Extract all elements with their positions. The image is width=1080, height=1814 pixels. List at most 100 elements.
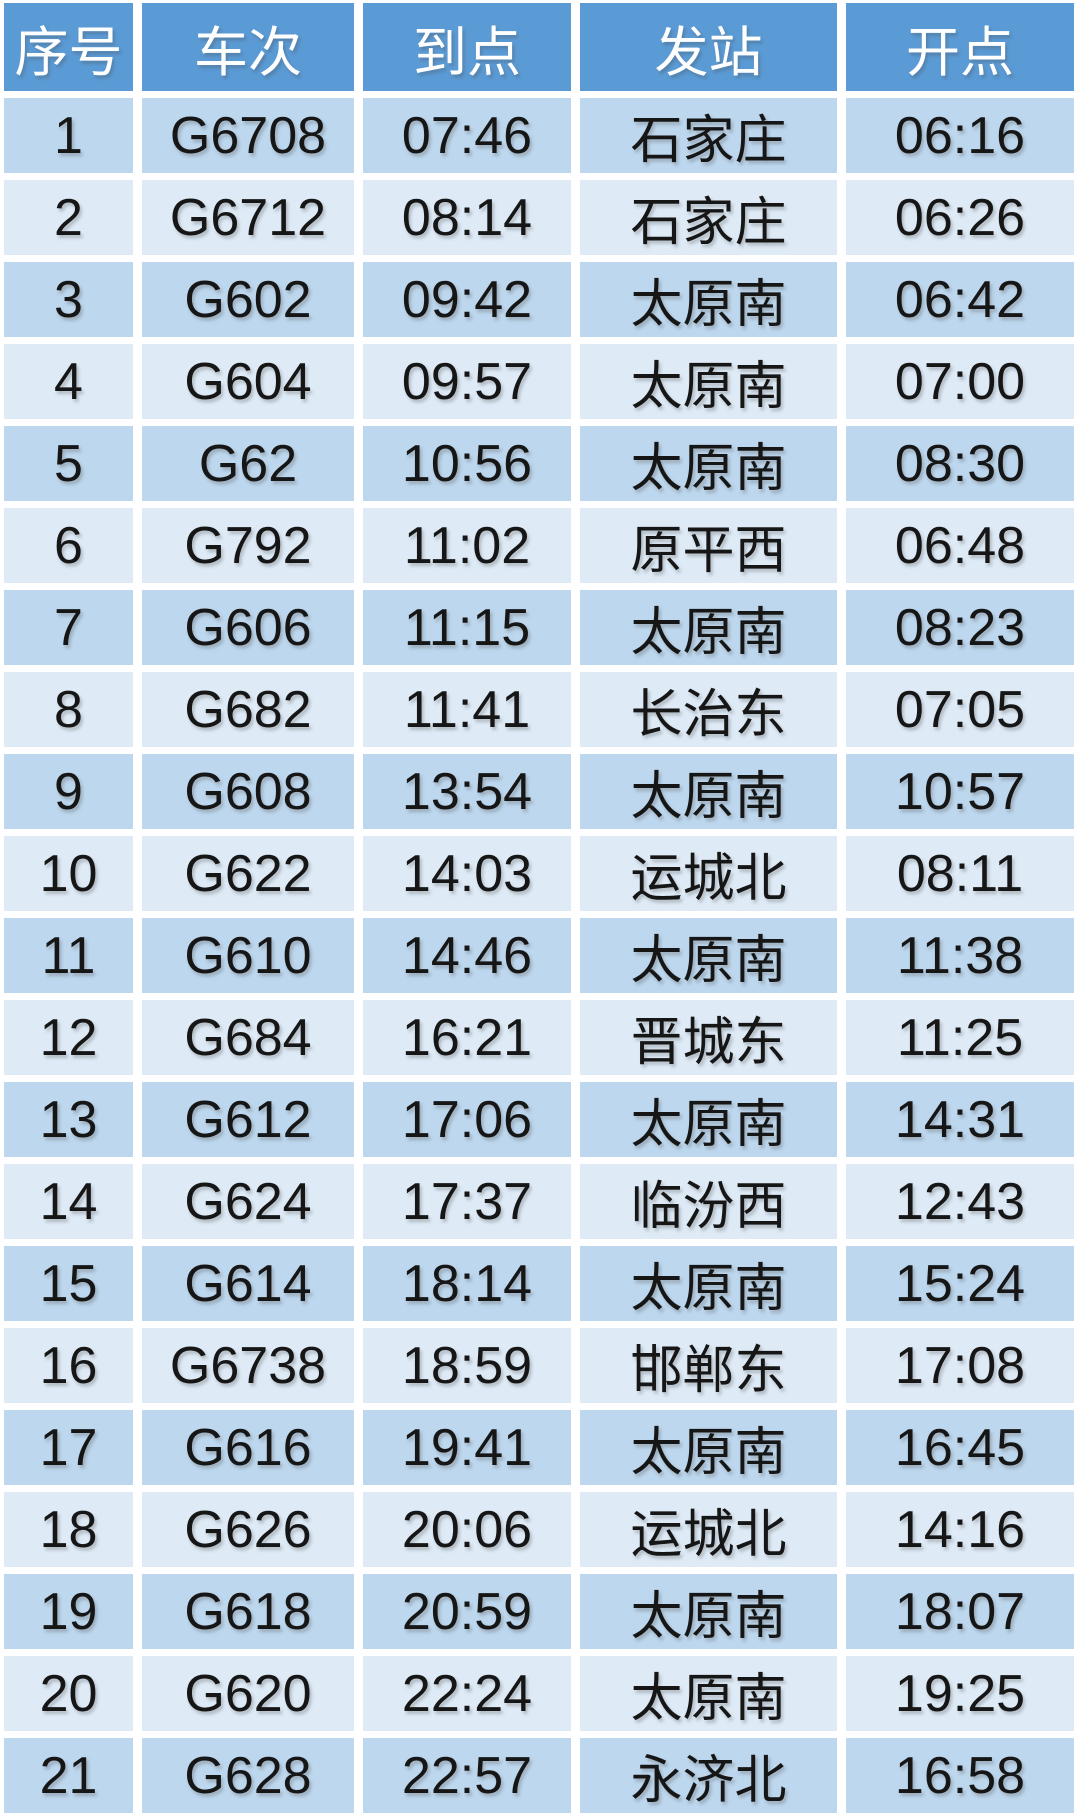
header-cell-train: 车次 <box>142 3 354 91</box>
departure-time-cell: 18:07 <box>846 1574 1074 1649</box>
departure-time-cell: 16:58 <box>846 1738 1074 1813</box>
row-index-cell: 19 <box>4 1574 133 1649</box>
origin-station-cell: 邯郸东 <box>580 1328 837 1403</box>
row-index-cell: 3 <box>4 262 133 337</box>
arrival-time-cell: 18:59 <box>363 1328 571 1403</box>
header-cell-index: 序号 <box>4 3 133 91</box>
origin-station-cell: 晋城东 <box>580 1000 837 1075</box>
departure-time-cell: 10:57 <box>846 754 1074 829</box>
origin-station-cell: 太原南 <box>580 754 837 829</box>
row-index-cell: 6 <box>4 508 133 583</box>
train-number-cell: G626 <box>142 1492 354 1567</box>
origin-station-cell: 运城北 <box>580 836 837 911</box>
header-cell-departure: 开点 <box>846 3 1074 91</box>
departure-time-cell: 11:38 <box>846 918 1074 993</box>
origin-station-cell: 石家庄 <box>580 98 837 173</box>
departure-time-cell: 06:26 <box>846 180 1074 255</box>
arrival-time-cell: 18:14 <box>363 1246 571 1321</box>
departure-time-cell: 19:25 <box>846 1656 1074 1731</box>
arrival-time-cell: 14:46 <box>363 918 571 993</box>
arrival-time-cell: 10:56 <box>363 426 571 501</box>
departure-time-cell: 07:05 <box>846 672 1074 747</box>
arrival-time-cell: 17:06 <box>363 1082 571 1157</box>
row-index-cell: 16 <box>4 1328 133 1403</box>
arrival-time-cell: 19:41 <box>363 1410 571 1485</box>
row-index-cell: 12 <box>4 1000 133 1075</box>
header-cell-arrival: 到点 <box>363 3 571 91</box>
train-number-cell: G624 <box>142 1164 354 1239</box>
origin-station-cell: 太原南 <box>580 590 837 665</box>
row-index-cell: 13 <box>4 1082 133 1157</box>
arrival-time-cell: 20:59 <box>363 1574 571 1649</box>
origin-station-cell: 太原南 <box>580 1574 837 1649</box>
departure-time-cell: 14:31 <box>846 1082 1074 1157</box>
departure-time-cell: 07:00 <box>846 344 1074 419</box>
row-index-cell: 2 <box>4 180 133 255</box>
row-index-cell: 18 <box>4 1492 133 1567</box>
header-cell-origin: 发站 <box>580 3 837 91</box>
arrival-time-cell: 09:42 <box>363 262 571 337</box>
row-index-cell: 10 <box>4 836 133 911</box>
arrival-time-cell: 22:57 <box>363 1738 571 1813</box>
arrival-time-cell: 13:54 <box>363 754 571 829</box>
train-number-cell: G62 <box>142 426 354 501</box>
arrival-time-cell: 11:15 <box>363 590 571 665</box>
train-number-cell: G6712 <box>142 180 354 255</box>
arrival-time-cell: 11:02 <box>363 508 571 583</box>
arrival-time-cell: 11:41 <box>363 672 571 747</box>
arrival-time-cell: 17:37 <box>363 1164 571 1239</box>
train-number-cell: G602 <box>142 262 354 337</box>
origin-station-cell: 运城北 <box>580 1492 837 1567</box>
row-index-cell: 1 <box>4 98 133 173</box>
departure-time-cell: 16:45 <box>846 1410 1074 1485</box>
arrival-time-cell: 22:24 <box>363 1656 571 1731</box>
arrival-time-cell: 16:21 <box>363 1000 571 1075</box>
train-number-cell: G682 <box>142 672 354 747</box>
origin-station-cell: 长治东 <box>580 672 837 747</box>
departure-time-cell: 08:11 <box>846 836 1074 911</box>
arrival-time-cell: 07:46 <box>363 98 571 173</box>
row-index-cell: 7 <box>4 590 133 665</box>
train-number-cell: G628 <box>142 1738 354 1813</box>
train-number-cell: G684 <box>142 1000 354 1075</box>
row-index-cell: 11 <box>4 918 133 993</box>
train-number-cell: G612 <box>142 1082 354 1157</box>
train-number-cell: G614 <box>142 1246 354 1321</box>
train-number-cell: G620 <box>142 1656 354 1731</box>
origin-station-cell: 太原南 <box>580 918 837 993</box>
origin-station-cell: 永济北 <box>580 1738 837 1813</box>
origin-station-cell: 临汾西 <box>580 1164 837 1239</box>
arrival-time-cell: 09:57 <box>363 344 571 419</box>
train-number-cell: G608 <box>142 754 354 829</box>
row-index-cell: 9 <box>4 754 133 829</box>
origin-station-cell: 太原南 <box>580 1656 837 1731</box>
origin-station-cell: 太原南 <box>580 262 837 337</box>
train-timetable: 序号 车次 到点 发站 开点 1 G6708 07:46 石家庄 06:16 2 G6712… <box>4 3 1074 1813</box>
row-index-cell: 21 <box>4 1738 133 1813</box>
arrival-time-cell: 20:06 <box>363 1492 571 1567</box>
departure-time-cell: 12:43 <box>846 1164 1074 1239</box>
origin-station-cell: 石家庄 <box>580 180 837 255</box>
departure-time-cell: 15:24 <box>846 1246 1074 1321</box>
departure-time-cell: 08:30 <box>846 426 1074 501</box>
train-number-cell: G610 <box>142 918 354 993</box>
train-number-cell: G618 <box>142 1574 354 1649</box>
row-index-cell: 14 <box>4 1164 133 1239</box>
train-number-cell: G606 <box>142 590 354 665</box>
departure-time-cell: 06:16 <box>846 98 1074 173</box>
train-number-cell: G622 <box>142 836 354 911</box>
arrival-time-cell: 14:03 <box>363 836 571 911</box>
row-index-cell: 8 <box>4 672 133 747</box>
origin-station-cell: 原平西 <box>580 508 837 583</box>
row-index-cell: 5 <box>4 426 133 501</box>
row-index-cell: 4 <box>4 344 133 419</box>
origin-station-cell: 太原南 <box>580 1082 837 1157</box>
row-index-cell: 15 <box>4 1246 133 1321</box>
train-number-cell: G6738 <box>142 1328 354 1403</box>
departure-time-cell: 08:23 <box>846 590 1074 665</box>
departure-time-cell: 06:48 <box>846 508 1074 583</box>
row-index-cell: 17 <box>4 1410 133 1485</box>
train-number-cell: G616 <box>142 1410 354 1485</box>
arrival-time-cell: 08:14 <box>363 180 571 255</box>
train-number-cell: G6708 <box>142 98 354 173</box>
